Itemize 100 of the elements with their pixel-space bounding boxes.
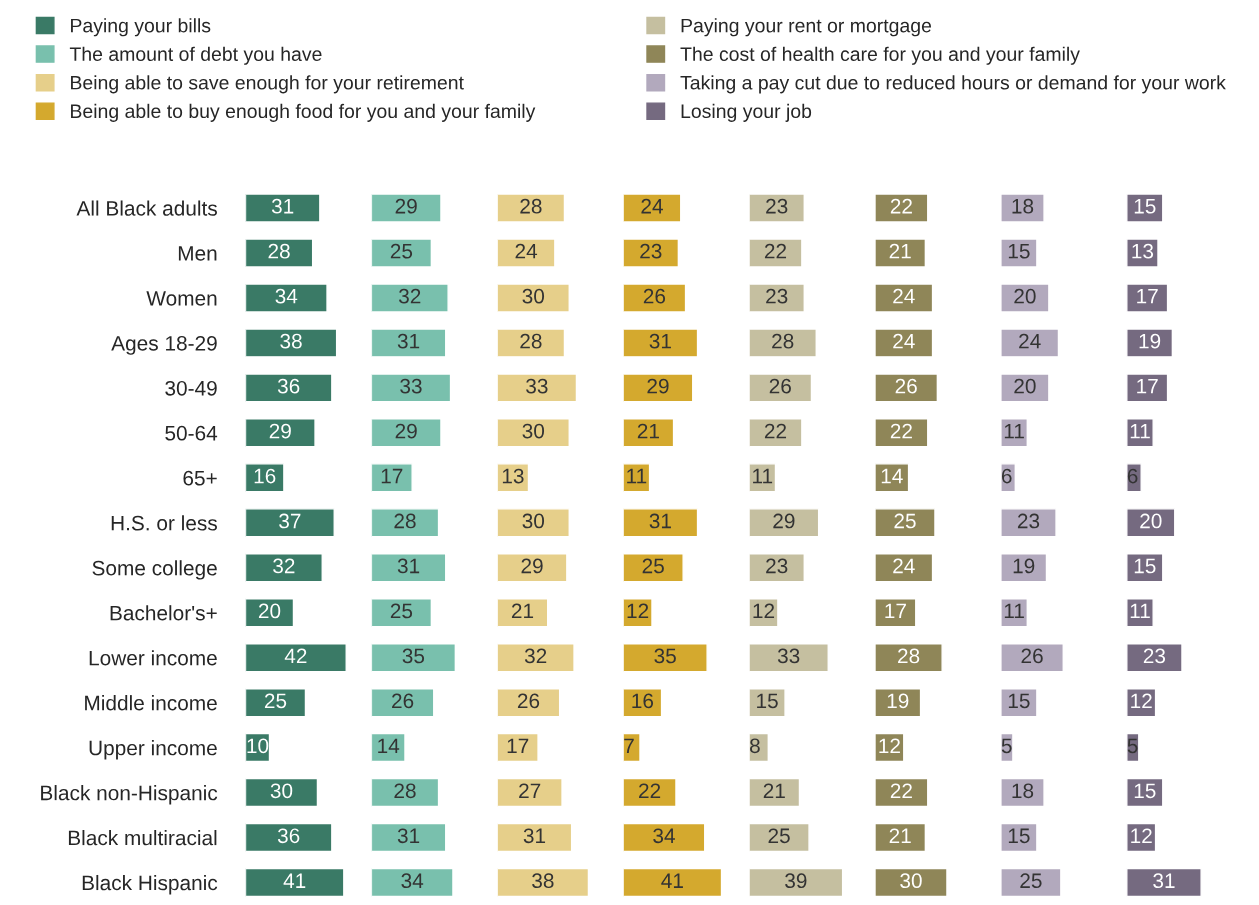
data-label: 21 xyxy=(889,828,911,843)
bar xyxy=(245,867,345,898)
legend-label: Paying your bills xyxy=(71,18,211,37)
data-label: 29 xyxy=(521,558,543,574)
data-label: 21 xyxy=(511,603,534,619)
bar xyxy=(875,553,934,583)
bar xyxy=(371,373,452,403)
data-label: 24 xyxy=(893,333,915,349)
bar xyxy=(1000,867,1062,898)
bar xyxy=(245,777,319,808)
y-tick-label: 30-49 xyxy=(165,380,217,396)
bar xyxy=(371,283,449,313)
y-tick-label: Middle income xyxy=(85,695,217,711)
bar xyxy=(1126,238,1159,268)
y-tick-label: 65+ xyxy=(183,470,217,486)
bar xyxy=(623,373,694,403)
data-label: 30 xyxy=(522,423,545,439)
y-tick-label: H.S. or less xyxy=(111,515,217,531)
bar xyxy=(1000,238,1038,268)
bar xyxy=(749,238,803,268)
bar xyxy=(749,777,801,808)
data-label: 12 xyxy=(627,603,649,619)
bar xyxy=(371,238,433,268)
data-label: 27 xyxy=(519,783,541,798)
data-label: 29 xyxy=(395,198,417,214)
data-label: 37 xyxy=(279,513,301,529)
data-label: 18 xyxy=(1012,783,1034,799)
data-label: 10 xyxy=(247,738,269,754)
data-label: 41 xyxy=(283,873,306,888)
data-label: 28 xyxy=(394,783,416,799)
data-label: 31 xyxy=(649,513,671,529)
y-tick-label: Black multiracial xyxy=(68,830,217,846)
data-label: 25 xyxy=(768,828,790,844)
data-label: 23 xyxy=(766,198,788,214)
bar xyxy=(371,598,433,628)
data-label: 23 xyxy=(1017,513,1040,529)
bar xyxy=(749,328,817,358)
data-label: 31 xyxy=(271,198,294,214)
data-label: 24 xyxy=(893,288,915,304)
bar xyxy=(749,373,813,403)
data-label: 6 xyxy=(1001,468,1012,484)
legend-label: Being able to buy enough food for you and your family xyxy=(71,103,536,122)
data-label: 25 xyxy=(1020,873,1042,889)
y-tick-label: Lower income xyxy=(89,650,217,666)
data-label: 12 xyxy=(1131,828,1152,843)
legend-label: The amount of debt you have xyxy=(69,46,322,65)
bar xyxy=(245,553,323,583)
bar xyxy=(371,463,413,493)
data-label: 17 xyxy=(885,603,906,619)
bar xyxy=(245,508,335,538)
data-label: 13 xyxy=(502,468,524,484)
data-label: 29 xyxy=(269,423,291,439)
y-tick-label: Some college xyxy=(92,560,217,580)
bar xyxy=(245,283,328,313)
bar xyxy=(875,508,936,538)
y-tick-label: 50-64 xyxy=(165,425,218,441)
data-label: 22 xyxy=(764,423,787,439)
data-label: 24 xyxy=(893,558,915,574)
data-label: 18 xyxy=(1012,198,1034,214)
bar xyxy=(875,193,929,223)
data-label: 17 xyxy=(507,738,529,753)
data-label: 31 xyxy=(1153,873,1175,889)
data-label: 22 xyxy=(890,198,912,214)
data-label: 21 xyxy=(637,423,659,439)
data-label: 32 xyxy=(524,648,547,664)
data-label: 12 xyxy=(1131,693,1152,709)
bar xyxy=(1126,328,1174,358)
data-label: 25 xyxy=(390,603,413,619)
bar xyxy=(245,193,321,223)
bar xyxy=(497,822,573,853)
bar xyxy=(1000,373,1050,403)
data-label: 22 xyxy=(764,243,787,259)
data-label: 20 xyxy=(1014,378,1036,394)
data-label: 28 xyxy=(394,513,416,529)
bar xyxy=(1000,508,1057,538)
bar xyxy=(245,822,333,853)
bar xyxy=(1000,777,1045,808)
data-label: 28 xyxy=(268,243,290,259)
data-label: 28 xyxy=(520,333,542,349)
data-label: 30 xyxy=(522,288,545,304)
data-label: 31 xyxy=(649,333,671,349)
data-label: 6 xyxy=(1127,468,1138,484)
data-label: 38 xyxy=(280,333,302,349)
data-label: 30 xyxy=(900,873,922,889)
data-label: 33 xyxy=(526,378,548,394)
data-label: 19 xyxy=(887,693,909,709)
bar xyxy=(875,598,917,628)
bar xyxy=(245,418,316,448)
data-label: 30 xyxy=(522,513,545,529)
bar xyxy=(371,553,447,583)
bar xyxy=(623,553,684,583)
data-label: 7 xyxy=(624,738,634,753)
data-label: 16 xyxy=(632,693,654,709)
data-label: 35 xyxy=(654,648,676,664)
bar xyxy=(497,777,563,808)
data-label: 19 xyxy=(1013,558,1035,574)
data-label: 33 xyxy=(777,648,800,664)
data-label: 26 xyxy=(392,693,414,709)
data-label: 22 xyxy=(890,783,912,798)
data-label: 38 xyxy=(532,873,554,889)
